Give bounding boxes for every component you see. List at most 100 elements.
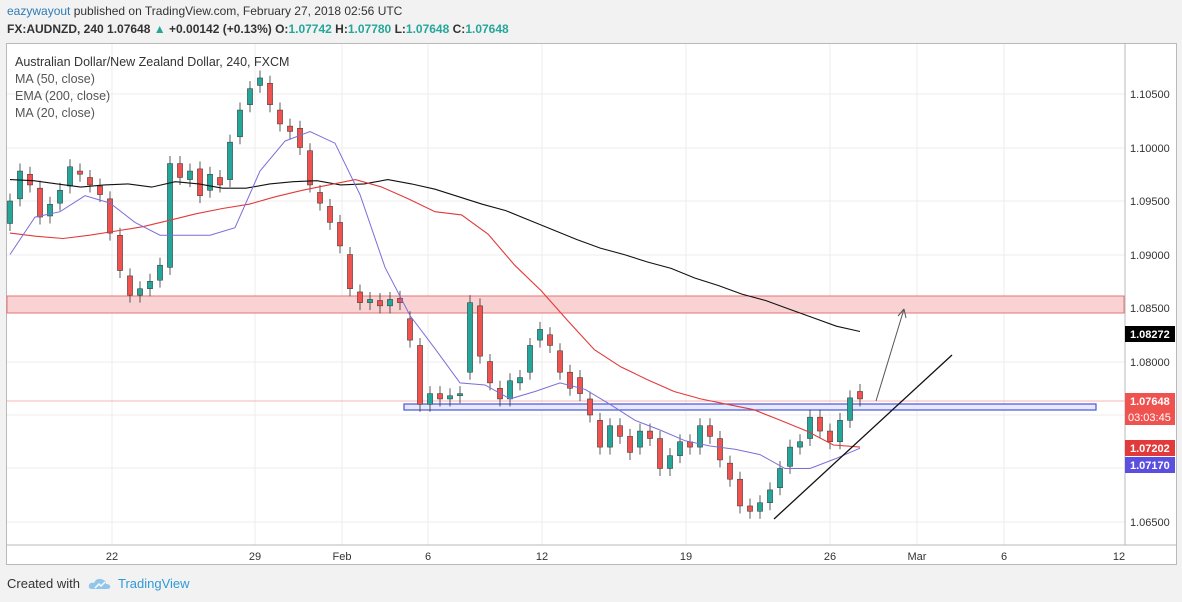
candle-body[interactable] xyxy=(47,203,53,217)
candle-body[interactable] xyxy=(307,150,313,186)
candle-body[interactable] xyxy=(167,163,173,268)
candle-body[interactable] xyxy=(227,141,233,180)
up-arrow-icon: ▲ xyxy=(153,22,166,36)
candle-body[interactable] xyxy=(477,305,483,357)
candle-body[interactable] xyxy=(377,300,383,307)
resistance-zone[interactable] xyxy=(6,295,1125,314)
candle-body[interactable] xyxy=(797,441,803,448)
x-axis: 22 29 Feb 6 12 19 26 Mar 6 12 xyxy=(106,551,1125,563)
candle-body[interactable] xyxy=(87,177,93,186)
candle-body[interactable] xyxy=(567,371,573,389)
candle-body[interactable] xyxy=(647,430,653,439)
candle-body[interactable] xyxy=(417,345,423,405)
candle-body[interactable] xyxy=(707,425,713,437)
candle-body[interactable] xyxy=(327,206,333,223)
candle-body[interactable] xyxy=(257,77,263,86)
candle-body[interactable] xyxy=(107,198,113,234)
candle-body[interactable] xyxy=(727,462,733,480)
candle-body[interactable] xyxy=(827,430,833,442)
candle-body[interactable] xyxy=(527,345,533,373)
candle-body[interactable] xyxy=(197,168,203,196)
candle-body[interactable] xyxy=(17,170,23,200)
candle-body[interactable] xyxy=(637,430,643,448)
candle-body[interactable] xyxy=(817,416,823,432)
countdown-label: 03:03:45 xyxy=(1128,412,1171,424)
candle-body[interactable] xyxy=(287,125,293,132)
candle-body[interactable] xyxy=(627,436,633,453)
candle-body[interactable] xyxy=(157,264,163,281)
candle-body[interactable] xyxy=(737,478,743,507)
projection-arrow[interactable] xyxy=(875,308,905,402)
candle-body[interactable] xyxy=(747,505,753,512)
trendline[interactable] xyxy=(773,354,953,520)
candle-body[interactable] xyxy=(807,416,813,439)
candle-body[interactable] xyxy=(787,446,793,467)
candle-body[interactable] xyxy=(387,299,393,307)
candle-body[interactable] xyxy=(617,425,623,437)
candle-body[interactable] xyxy=(127,275,133,296)
candle-body[interactable] xyxy=(57,190,63,204)
candle-body[interactable] xyxy=(367,299,373,303)
candle-body[interactable] xyxy=(237,109,243,138)
candle-body[interactable] xyxy=(357,291,363,303)
candle-body[interactable] xyxy=(607,425,613,448)
candles xyxy=(7,70,863,519)
candle-body[interactable] xyxy=(247,88,253,105)
candle-body[interactable] xyxy=(557,350,563,373)
candle-body[interactable] xyxy=(517,377,523,384)
candle-body[interactable] xyxy=(97,185,103,195)
candle-body[interactable] xyxy=(37,187,43,218)
candle-body[interactable] xyxy=(577,377,583,394)
y-tick: 1.08000 xyxy=(1130,357,1170,369)
candle-body[interactable] xyxy=(207,174,213,191)
candle-body[interactable] xyxy=(677,441,683,456)
candle-body[interactable] xyxy=(457,393,463,396)
candle-body[interactable] xyxy=(837,420,843,443)
candle-body[interactable] xyxy=(267,83,273,105)
candle-body[interactable] xyxy=(77,170,83,175)
legend-ma20[interactable]: MA (20, close) xyxy=(15,106,95,120)
candle-body[interactable] xyxy=(347,254,353,289)
candle-body[interactable] xyxy=(587,398,593,416)
candle-body[interactable] xyxy=(467,302,473,373)
candle-body[interactable] xyxy=(697,425,703,448)
candle-body[interactable] xyxy=(777,468,783,489)
author-link[interactable]: eazywayout xyxy=(7,4,71,18)
y-tick: 1.09000 xyxy=(1130,250,1170,262)
candle-body[interactable] xyxy=(117,234,123,271)
candle-body[interactable] xyxy=(657,438,663,469)
candle-body[interactable] xyxy=(537,329,543,341)
candle-body[interactable] xyxy=(407,318,413,341)
candle-body[interactable] xyxy=(847,397,853,421)
candle-body[interactable] xyxy=(437,393,443,400)
candle-body[interactable] xyxy=(487,361,493,384)
ohlc-c-label: C: xyxy=(452,22,466,36)
candle-body[interactable] xyxy=(597,420,603,448)
candle-body[interactable] xyxy=(147,281,153,289)
candle-body[interactable] xyxy=(297,127,303,148)
candle-body[interactable] xyxy=(67,166,73,187)
candle-body[interactable] xyxy=(767,489,773,503)
candle-body[interactable] xyxy=(7,200,13,224)
tradingview-link[interactable]: TradingView xyxy=(117,576,190,591)
legend-ma50[interactable]: MA (50, close) xyxy=(15,72,95,86)
candle-body[interactable] xyxy=(427,393,433,405)
candle-body[interactable] xyxy=(447,395,453,400)
candle-body[interactable] xyxy=(27,174,33,186)
candle-body[interactable] xyxy=(717,438,723,461)
legend-ema200[interactable]: EMA (200, close) xyxy=(15,89,111,103)
candle-body[interactable] xyxy=(507,380,513,400)
candle-body[interactable] xyxy=(757,502,763,512)
candle-body[interactable] xyxy=(667,455,673,469)
candle-body[interactable] xyxy=(217,177,223,186)
candle-body[interactable] xyxy=(857,391,863,400)
candle-body[interactable] xyxy=(277,109,283,125)
candle-body[interactable] xyxy=(547,334,553,346)
support-zone[interactable] xyxy=(403,403,1097,411)
candle-body[interactable] xyxy=(187,170,193,180)
candle-body[interactable] xyxy=(137,288,143,296)
candle-body[interactable] xyxy=(177,163,183,178)
candle-body[interactable] xyxy=(337,222,343,247)
candle-body[interactable] xyxy=(317,192,323,204)
